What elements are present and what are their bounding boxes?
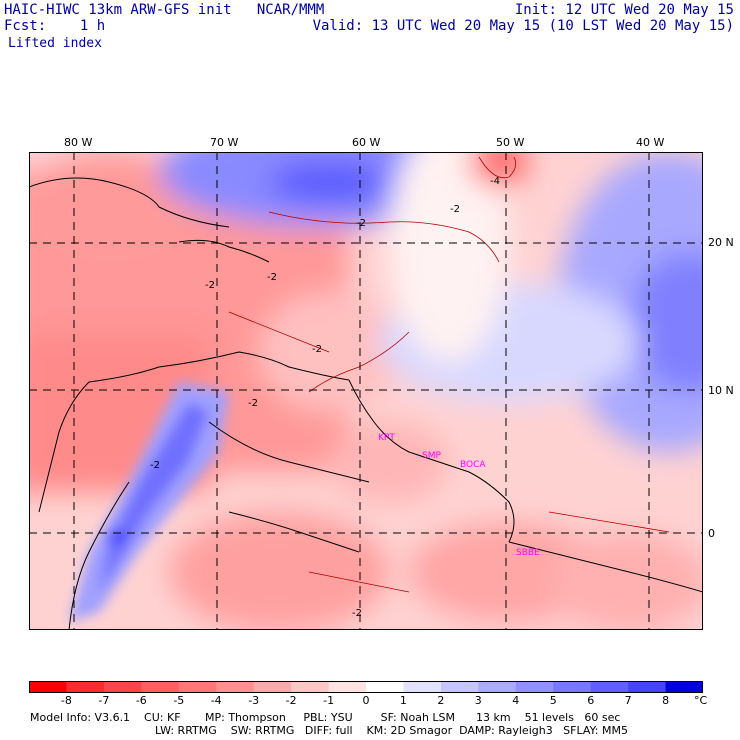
colorbar-swatch [553,681,592,693]
contours [228,156,670,593]
lat-label-0: 0 [708,527,715,540]
colorbar-tick-label: 3 [474,694,482,707]
colorbar-swatch [103,681,142,693]
model-info-line1: Model Info: V3.6.1 CU: KF MP: Thompson P… [30,711,621,724]
forecast-hour: Fcst: 1 h [4,18,106,34]
contour-label: -2 [450,204,460,215]
contour-label: -4 [490,176,500,187]
colorbar-tick-label: -5 [173,694,185,707]
lon-label-50w: 50 W [496,136,525,149]
colorbar [29,681,703,693]
colorbar-swatch [178,681,217,693]
map-frame [29,152,703,630]
station-label: SMP [422,451,441,461]
colorbar-tick-label: 1 [399,694,407,707]
colorbar-swatch [216,681,255,693]
colorbar-tick-label: -3 [248,694,260,707]
colorbar-swatch [403,681,442,693]
lat-label-20n: 20 N [708,236,734,249]
lat-label-10n: 10 N [708,384,734,397]
colorbar-swatch [515,681,554,693]
colorbar-swatch [66,681,105,693]
colorbar-swatch [29,681,67,693]
contour-label: -2 [267,272,277,283]
contour-label: -2 [150,460,160,471]
colorbar-swatch [253,681,292,693]
colorbar-tick-label: -2 [285,694,297,707]
contour-label: -2 [312,344,322,355]
colorbar-swatch [328,681,367,693]
colorbar-tick-label: -4 [210,694,222,707]
colorbar-swatch [628,681,667,693]
coastlines [29,177,703,630]
model-info-line2: LW: RRTMG SW: RRTMG DIFF: full KM: 2D Sm… [155,724,628,737]
lat-lon-grid [29,152,703,630]
title: HAIC-HIWC 13km ARW-GFS init NCAR/MMM [4,2,325,18]
lon-label-70w: 70 W [210,136,239,149]
lifted-index-map [29,152,703,630]
station-label: BOCA [460,460,486,470]
contour-label: -2 [205,280,215,291]
init-time: Init: 12 UTC Wed 20 May 15 [514,2,734,18]
valid-time: Valid: 13 UTC Wed 20 May 15 (10 LST Wed … [312,18,734,34]
contour-label: -2 [248,398,258,409]
station-label: SBBE [516,548,540,558]
colorbar-tick-label: -6 [135,694,147,707]
colorbar-tick-label: 6 [587,694,595,707]
lon-label-40w: 40 W [636,136,665,149]
contour-label: -2 [356,218,366,229]
contour-label: -2 [352,608,362,619]
colorbar-swatch [291,681,330,693]
colorbar-swatch [141,681,180,693]
colorbar-tick-label: 0 [362,694,370,707]
colorbar-swatch [478,681,517,693]
colorbar-tick-label: 5 [549,694,557,707]
colorbar-tick-label: -7 [98,694,110,707]
colorbar-swatch [665,681,703,693]
lon-label-80w: 80 W [64,136,93,149]
field-shading [29,152,703,630]
colorbar-tick-label: -8 [60,694,72,707]
field-name: Lifted index [8,36,102,51]
colorbar-tick-label: 8 [662,694,670,707]
colorbar-swatch [366,681,404,693]
lon-label-60w: 60 W [352,136,381,149]
colorbar-tick-label: 4 [512,694,520,707]
colorbar-unit: °C [694,694,708,707]
station-label: KPT [378,433,395,443]
colorbar-tick-label: 2 [437,694,445,707]
colorbar-tick-label: -1 [323,694,335,707]
colorbar-tick-label: 7 [624,694,632,707]
colorbar-swatch [440,681,479,693]
colorbar-frame [29,681,703,693]
colorbar-swatch [590,681,629,693]
